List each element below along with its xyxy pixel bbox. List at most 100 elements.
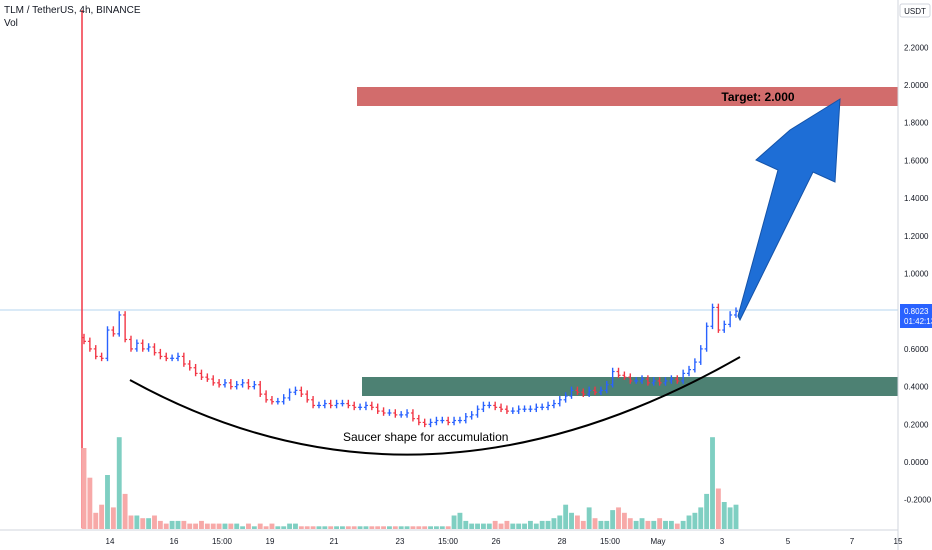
price-tick: 2.2000 bbox=[904, 43, 929, 52]
price-tick: 1.0000 bbox=[904, 270, 929, 279]
price-tick: -0.2000 bbox=[904, 496, 932, 505]
volume-bar bbox=[369, 526, 375, 529]
volume-bar bbox=[668, 520, 674, 529]
volume-bar bbox=[175, 520, 181, 529]
price-tick: 1.6000 bbox=[904, 156, 929, 165]
volume-bar bbox=[533, 523, 539, 529]
volume-bar bbox=[680, 520, 686, 529]
volume-label: Vol bbox=[4, 18, 18, 29]
volume-bar bbox=[340, 526, 345, 529]
price-layer bbox=[82, 303, 738, 428]
price-axis[interactable]: 2.2000 2.0000 1.8000 1.6000 1.4000 1.2000 1.00… bbox=[904, 43, 932, 504]
volume-bar bbox=[316, 526, 322, 529]
volume-bar bbox=[598, 520, 604, 529]
volume-bar bbox=[463, 520, 469, 529]
target-label: Target: 2.000 bbox=[721, 90, 794, 104]
volume-bar bbox=[416, 526, 422, 529]
volume-bar bbox=[234, 523, 240, 529]
volume-bar bbox=[674, 523, 680, 529]
volume-bar bbox=[93, 512, 99, 529]
unit-badge[interactable] bbox=[899, 3, 931, 18]
time-tick: 3 bbox=[720, 537, 725, 546]
time-tick: 14 bbox=[106, 537, 115, 546]
volume-bar bbox=[592, 518, 598, 529]
volume-bar bbox=[193, 523, 199, 529]
volume-bar bbox=[187, 523, 193, 529]
volume-bar bbox=[375, 526, 381, 529]
volume-bar bbox=[146, 518, 152, 529]
time-tick: 26 bbox=[492, 537, 501, 546]
symbol-title: TLM / TetherUS, 4h, BINANCE bbox=[4, 5, 141, 16]
volume-bar bbox=[557, 515, 563, 529]
price-tick: 0.0000 bbox=[904, 458, 929, 467]
volume-bar bbox=[204, 523, 210, 529]
volume-bar bbox=[627, 518, 633, 529]
volume-bar bbox=[99, 504, 105, 529]
volume-bar bbox=[310, 526, 316, 529]
volume-bar bbox=[304, 526, 310, 529]
volume-bar bbox=[275, 526, 281, 529]
volume-bar bbox=[251, 526, 257, 529]
volume-bar bbox=[569, 512, 574, 529]
volume-bar bbox=[110, 507, 116, 529]
time-axis[interactable]: 14 16 15:00 19 21 23 15:00 26 28 15:00 May 3 5 7 15 bbox=[106, 537, 903, 546]
volume-bar bbox=[404, 526, 410, 529]
price-tick: 1.8000 bbox=[904, 119, 929, 128]
volume-bar bbox=[616, 507, 621, 529]
volume-bar bbox=[610, 510, 616, 529]
volume-bar bbox=[87, 477, 93, 529]
price-tick: 1.2000 bbox=[904, 232, 929, 241]
volume-bar bbox=[586, 507, 592, 529]
time-tick: 16 bbox=[170, 537, 179, 546]
volume-bar bbox=[228, 523, 234, 529]
time-tick: May bbox=[650, 537, 665, 546]
support-zone bbox=[362, 377, 898, 396]
volume-bar bbox=[281, 526, 287, 529]
price-tick: 0.4000 bbox=[904, 383, 929, 392]
volume-bar bbox=[721, 502, 727, 529]
volume-bar bbox=[210, 523, 216, 529]
volume-bar bbox=[639, 518, 645, 529]
volume-bar bbox=[422, 526, 428, 529]
volume-bar bbox=[363, 526, 369, 529]
volume-bar bbox=[398, 526, 404, 529]
time-tick: 23 bbox=[396, 537, 405, 546]
volume-bar bbox=[263, 526, 269, 529]
volume-bar bbox=[216, 523, 222, 529]
volume-bar bbox=[140, 518, 146, 529]
volume-bar bbox=[387, 526, 392, 529]
volume-bar bbox=[410, 526, 416, 529]
volume-bar bbox=[563, 504, 569, 529]
volume-bar bbox=[439, 526, 445, 529]
volume-bar bbox=[704, 493, 710, 529]
volume-bar bbox=[651, 520, 657, 529]
volume-bar bbox=[351, 526, 357, 529]
volume-bar bbox=[445, 526, 451, 529]
target-arrow bbox=[737, 98, 841, 322]
volume-layer bbox=[81, 437, 739, 529]
volume-bar bbox=[116, 437, 122, 529]
target-zone bbox=[357, 87, 898, 106]
volume-bar bbox=[269, 523, 275, 529]
volume-bar bbox=[516, 523, 522, 529]
bar-countdown: 01:42:13 bbox=[904, 317, 932, 326]
volume-bar bbox=[551, 518, 557, 529]
volume-bar bbox=[522, 523, 527, 529]
volume-bar bbox=[580, 520, 586, 529]
volume-bar bbox=[645, 520, 651, 529]
saucer-curve bbox=[129, 356, 741, 456]
volume-bar bbox=[469, 523, 475, 529]
time-tick: 15:00 bbox=[438, 537, 459, 546]
volume-bar bbox=[181, 520, 187, 529]
volume-bar bbox=[686, 515, 692, 529]
volume-bar bbox=[692, 512, 698, 529]
volume-bar bbox=[574, 515, 580, 529]
volume-bar bbox=[81, 448, 87, 529]
volume-bar bbox=[257, 523, 263, 529]
time-tick: 15:00 bbox=[600, 537, 621, 546]
volume-bar bbox=[492, 520, 498, 529]
volume-bar bbox=[345, 526, 351, 529]
volume-bar bbox=[698, 507, 704, 529]
saucer-label: Saucer shape for accumulation bbox=[343, 430, 508, 444]
volume-bar bbox=[122, 493, 128, 529]
